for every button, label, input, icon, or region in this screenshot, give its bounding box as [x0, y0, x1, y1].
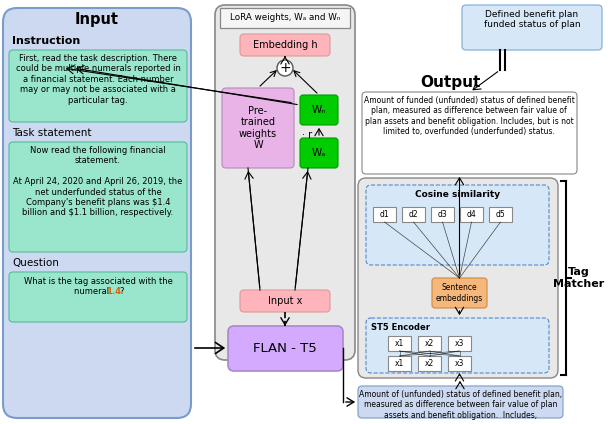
Text: Amount of (unfunded) status of defined benefit plan,
measured as difference betw: Amount of (unfunded) status of defined b…	[359, 390, 562, 420]
Text: Output: Output	[420, 75, 480, 90]
Text: Input: Input	[75, 12, 119, 27]
FancyBboxPatch shape	[460, 207, 483, 222]
FancyBboxPatch shape	[228, 326, 343, 371]
FancyBboxPatch shape	[418, 336, 441, 351]
Circle shape	[277, 60, 293, 76]
FancyBboxPatch shape	[432, 278, 487, 308]
Text: Wₙ: Wₙ	[312, 105, 326, 115]
Text: Instruction: Instruction	[12, 36, 80, 46]
Text: d5: d5	[496, 210, 505, 219]
FancyBboxPatch shape	[448, 356, 471, 371]
Text: Wₐ: Wₐ	[312, 148, 326, 158]
FancyBboxPatch shape	[431, 207, 454, 222]
Text: What is the tag associated with the: What is the tag associated with the	[24, 277, 173, 286]
Text: FLAN - T5: FLAN - T5	[253, 341, 317, 354]
Text: d1: d1	[379, 210, 389, 219]
Text: x2: x2	[425, 339, 434, 348]
Text: Pre-
trained
weights
W: Pre- trained weights W	[239, 106, 277, 151]
FancyBboxPatch shape	[9, 142, 187, 252]
Text: x2: x2	[425, 359, 434, 368]
FancyBboxPatch shape	[448, 336, 471, 351]
Text: Embedding h: Embedding h	[253, 40, 317, 50]
Text: First, read the task description. There
could be multiple numerals reported in
a: First, read the task description. There …	[16, 54, 181, 105]
Text: d4: d4	[466, 210, 477, 219]
FancyBboxPatch shape	[362, 92, 577, 174]
Text: Now read the following financial
statement.

At April 24, 2020 and April 26, 201: Now read the following financial stateme…	[13, 146, 182, 218]
FancyBboxPatch shape	[3, 8, 191, 418]
FancyBboxPatch shape	[388, 356, 411, 371]
FancyBboxPatch shape	[402, 207, 425, 222]
Text: Question: Question	[12, 258, 59, 268]
FancyBboxPatch shape	[240, 34, 330, 56]
Text: 1.4: 1.4	[106, 287, 121, 296]
Text: Sentence
embeddings: Sentence embeddings	[436, 283, 483, 303]
Text: Defined benefit plan
funded status of plan: Defined benefit plan funded status of pl…	[484, 10, 580, 29]
FancyBboxPatch shape	[366, 185, 549, 265]
Text: Tag
Matcher: Tag Matcher	[553, 267, 604, 289]
FancyBboxPatch shape	[418, 356, 441, 371]
Text: ST5 Encoder: ST5 Encoder	[371, 323, 430, 332]
Text: d3: d3	[438, 210, 447, 219]
FancyBboxPatch shape	[358, 178, 558, 378]
Text: Cosine similarity: Cosine similarity	[415, 190, 500, 199]
FancyBboxPatch shape	[9, 50, 187, 122]
Text: · r: · r	[302, 130, 312, 140]
FancyBboxPatch shape	[366, 318, 549, 373]
FancyBboxPatch shape	[373, 207, 396, 222]
FancyBboxPatch shape	[358, 386, 563, 418]
Text: Amount of funded (unfunded) status of defined benefit
plan, measured as differen: Amount of funded (unfunded) status of de…	[364, 96, 575, 136]
Text: numeral: numeral	[74, 287, 112, 296]
FancyBboxPatch shape	[388, 336, 411, 351]
Text: ?: ?	[119, 287, 123, 296]
FancyBboxPatch shape	[9, 272, 187, 322]
FancyBboxPatch shape	[300, 95, 338, 125]
FancyBboxPatch shape	[222, 88, 294, 168]
FancyBboxPatch shape	[462, 5, 602, 50]
Text: +: +	[279, 61, 291, 75]
Text: x3: x3	[455, 339, 464, 348]
Text: Input x: Input x	[268, 296, 302, 306]
Text: LoRA weights, Wₐ and Wₙ: LoRA weights, Wₐ and Wₙ	[230, 14, 340, 22]
Text: x3: x3	[455, 359, 464, 368]
FancyBboxPatch shape	[300, 138, 338, 168]
FancyBboxPatch shape	[240, 290, 330, 312]
FancyBboxPatch shape	[489, 207, 512, 222]
FancyBboxPatch shape	[220, 8, 350, 28]
Text: x1: x1	[395, 339, 404, 348]
Text: Task statement: Task statement	[12, 128, 91, 138]
Text: d2: d2	[409, 210, 418, 219]
FancyBboxPatch shape	[215, 5, 355, 360]
Text: x1: x1	[395, 359, 404, 368]
